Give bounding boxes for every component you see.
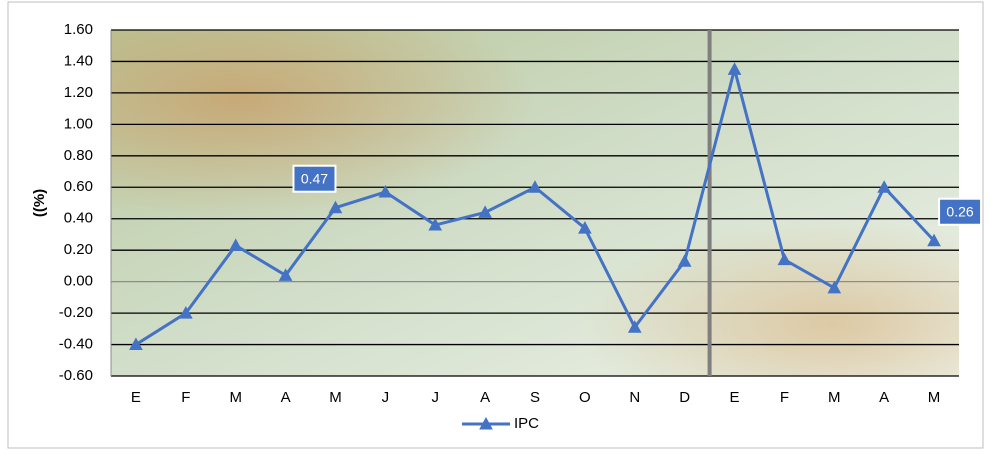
point-marker [578, 221, 592, 234]
x-tick-label: J [382, 389, 390, 406]
point-marker [428, 217, 443, 231]
point-marker [129, 337, 143, 351]
x-tick-label: J [431, 389, 439, 406]
y-tick-label: -0.20 [59, 304, 93, 321]
point-marker [927, 233, 941, 247]
x-tick-label: A [879, 389, 889, 406]
x-tick-label: F [181, 389, 190, 406]
y-axis-label: ((%) [31, 189, 48, 217]
y-tick-label: 1.60 [64, 21, 93, 38]
y-tick-label: 0.40 [64, 210, 93, 227]
y-tick-label: 1.00 [64, 115, 93, 132]
x-tick-label: A [480, 389, 490, 406]
data-label-box [292, 164, 337, 193]
point-marker [278, 268, 293, 281]
point-marker [677, 254, 692, 267]
y-tick-label: 0.80 [64, 147, 93, 164]
data-label-box [938, 197, 983, 226]
point-marker [877, 180, 892, 193]
y-tick-label: 1.20 [64, 84, 93, 101]
x-tick-label: D [679, 389, 690, 406]
y-tick-label: 1.40 [64, 52, 93, 69]
x-tick-label: N [629, 389, 640, 406]
legend-marker [479, 416, 493, 430]
x-tick-label: F [780, 389, 789, 406]
point-marker [378, 184, 393, 198]
point-marker [528, 180, 542, 193]
legend-label: IPC [514, 415, 539, 432]
point-marker [777, 252, 792, 266]
x-tick-label: E [131, 389, 141, 406]
plot-decoration [111, 30, 959, 376]
y-tick-label: -0.60 [59, 367, 93, 384]
x-tick-label: S [530, 389, 540, 406]
x-tick-label: M [229, 389, 242, 406]
point-marker [478, 205, 492, 218]
y-tick-label: 0.60 [64, 178, 93, 195]
x-tick-label: E [730, 389, 740, 406]
x-tick-label: M [329, 389, 342, 406]
x-tick-label: A [281, 389, 291, 406]
point-marker [627, 320, 642, 333]
y-tick-label: -0.40 [59, 336, 93, 353]
y-tick-label: 0.00 [64, 273, 93, 290]
data-label: 0.47 [301, 170, 328, 186]
y-tick-label: 0.20 [64, 241, 93, 258]
point-marker [827, 280, 842, 294]
point-marker [328, 200, 343, 214]
data-label: 0.26 [946, 203, 973, 219]
x-tick-label: O [579, 389, 591, 406]
x-tick-label: M [928, 389, 941, 406]
x-tick-label: M [828, 389, 841, 406]
point-marker [228, 238, 243, 251]
point-marker [178, 306, 193, 319]
point-marker [727, 62, 742, 75]
